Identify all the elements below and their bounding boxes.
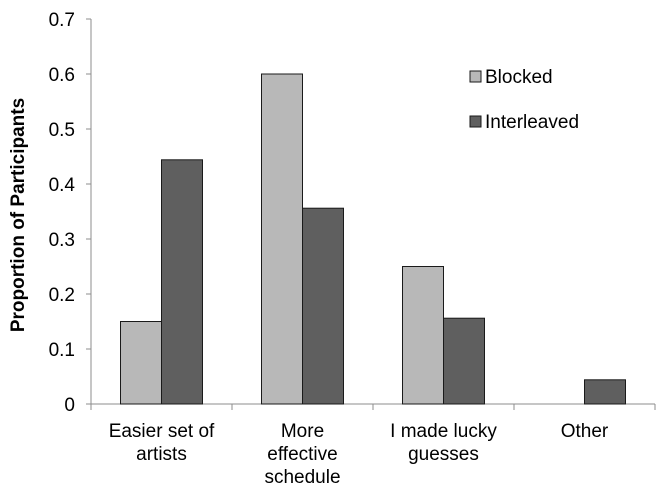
legend-label-blocked: Blocked [485,67,553,88]
x-tick-label: I made lucky guesses [390,421,497,465]
legend-swatch-interleaved [469,115,482,128]
bar-interleaved-3 [584,379,626,405]
bar-blocked-1 [261,73,303,405]
bar-interleaved-2 [443,317,485,405]
x-tick-label-line: I made lucky [390,421,497,442]
x-tick-label-line: artists [136,444,187,465]
bar-interleaved-1 [302,207,344,405]
legend: Blocked Interleaved [469,67,579,133]
y-tick-label: 0.7 [49,10,75,31]
y-tick-label: 0.4 [49,175,76,196]
category-labels: Easier set of artists More effective schedul… [109,421,609,488]
bar-interleaved-0 [161,159,203,405]
x-tick-label: Easier set of artists [109,421,215,465]
y-tick-label: 0.5 [49,120,75,141]
legend-label-interleaved: Interleaved [485,112,579,133]
x-tick-label-line: Easier set of [109,421,215,442]
x-tick-label-line: guesses [408,444,479,465]
y-tick-label: 0 [64,395,75,416]
y-tick-label: 0.6 [49,65,75,86]
x-tick-label-line: Other [561,421,609,442]
y-tick-label: 0.3 [49,230,75,251]
x-tick-label: Other [561,421,609,442]
y-tick-label: 0.2 [49,285,75,306]
x-tick-label-line: effective [267,444,337,465]
y-axis: 0 0.1 0.2 0.3 0.4 0.5 0.6 0.7 [49,10,92,416]
x-tick-label-line: schedule [264,467,340,488]
legend-swatch-blocked [469,70,482,83]
x-tick-label-line: More [281,421,324,442]
x-tick-label: More effective schedule [264,421,340,488]
y-tick-label: 0.1 [49,340,75,361]
x-axis [90,403,656,410]
bars [120,73,626,405]
y-axis-label: Proportion of Participants [8,98,29,332]
bar-blocked-0 [120,321,162,405]
bar-blocked-2 [402,266,444,405]
